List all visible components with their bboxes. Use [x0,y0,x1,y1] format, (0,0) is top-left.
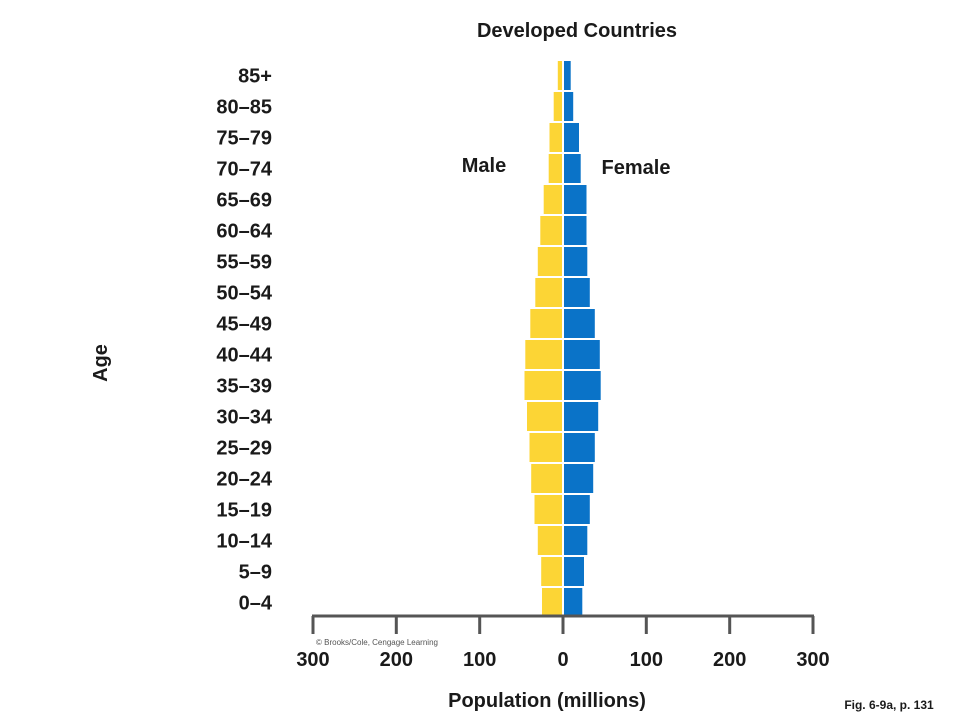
bar-male-17 [557,61,562,90]
credit-text: © Brooks/Cole, Cengage Learning [316,638,438,647]
bar-female-12 [564,216,587,245]
bars-group [524,61,601,617]
age-label-17: 85+ [238,66,272,88]
age-label-12: 60–64 [216,221,272,243]
age-label-2: 10–14 [216,531,272,553]
age-label-9: 45–49 [216,314,272,336]
age-tick-labels: 0–4 5–9 10–14 15–19 20–24 25–29 30–34 35–39 40–4… [216,66,272,615]
x-tick-label-1: 200 [380,649,413,671]
bar-female-13 [564,185,587,214]
bar-female-8 [564,340,600,369]
bar-female-10 [564,278,590,307]
age-label-6: 30–34 [216,407,272,429]
y-axis-label: Age [90,344,112,382]
bar-female-5 [564,433,595,462]
age-label-10: 50–54 [216,283,272,305]
x-tick-label-4: 100 [630,649,663,671]
bar-male-1 [541,557,562,586]
bar-male-2 [537,526,562,555]
x-axis-label: Population (millions) [448,690,646,712]
bar-female-14 [564,154,581,183]
bar-female-15 [564,123,579,152]
age-label-11: 55–59 [216,252,272,274]
chart-title: Developed Countries [477,20,677,42]
age-label-7: 35–39 [216,376,272,398]
bar-male-14 [548,154,562,183]
bar-male-11 [537,247,562,276]
age-label-16: 80–85 [216,97,272,119]
age-label-5: 25–29 [216,438,272,460]
bar-male-16 [553,92,562,121]
age-label-4: 20–24 [216,469,272,491]
bar-female-7 [564,371,601,400]
x-tick-label-3: 0 [557,649,568,671]
age-label-14: 70–74 [216,159,272,181]
age-label-0: 0–4 [239,593,273,615]
bar-female-3 [564,495,590,524]
bar-female-11 [564,247,588,276]
x-ticks-group: 300 200 100 0 100 200 300 [296,616,830,671]
x-tick-label-5: 200 [713,649,746,671]
bar-female-9 [564,309,595,338]
bar-male-3 [534,495,562,524]
bar-male-4 [531,464,562,493]
bar-female-0 [564,588,583,617]
x-axis: 300 200 100 0 100 200 300 [296,614,830,671]
x-tick-label-2: 100 [463,649,496,671]
bar-female-1 [564,557,584,586]
bar-female-17 [564,61,571,90]
bar-male-13 [543,185,562,214]
bar-male-9 [530,309,562,338]
bar-male-0 [542,588,562,617]
bar-male-15 [549,123,562,152]
x-tick-label-6: 300 [796,649,829,671]
legend-male-label: Male [462,155,506,177]
x-tick-label-0: 300 [296,649,329,671]
bar-female-16 [564,92,574,121]
age-label-15: 75–79 [216,128,272,150]
bar-male-5 [529,433,562,462]
bar-male-12 [540,216,562,245]
bar-female-4 [564,464,594,493]
bar-female-2 [564,526,588,555]
bar-male-7 [524,371,562,400]
age-label-8: 40–44 [216,345,272,367]
bar-male-10 [535,278,562,307]
bar-male-6 [527,402,562,431]
bar-male-8 [525,340,562,369]
age-label-13: 65–69 [216,190,272,212]
legend-female-label: Female [602,157,671,179]
age-label-1: 5–9 [239,562,272,584]
figure-caption: Fig. 6-9a, p. 131 [844,698,934,712]
bar-female-6 [564,402,599,431]
age-label-3: 15–19 [216,500,272,522]
